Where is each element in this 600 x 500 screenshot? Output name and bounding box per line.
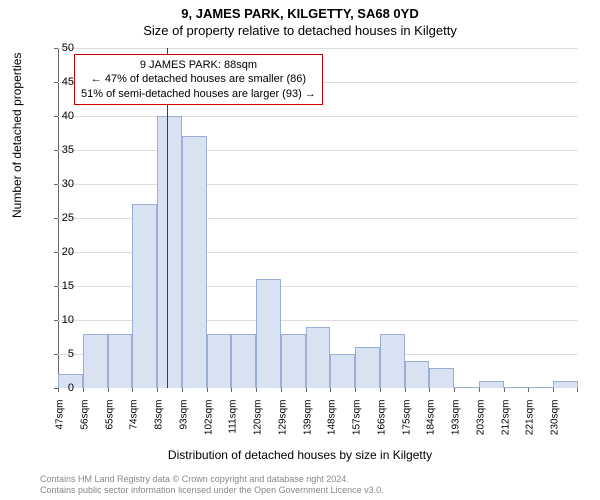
histogram-bar — [108, 334, 133, 388]
x-axis-label: Distribution of detached houses by size … — [0, 448, 600, 462]
xtick-label: 212sqm — [500, 400, 511, 450]
xtick-mark — [355, 388, 356, 392]
xtick-label: 102sqm — [203, 400, 214, 450]
xtick-mark — [83, 388, 84, 392]
xtick-label: 148sqm — [327, 400, 338, 450]
y-axis-label: Number of detached properties — [10, 53, 24, 218]
histogram-bar — [157, 116, 182, 388]
xtick-mark — [577, 388, 578, 392]
ytick-label: 15 — [44, 280, 74, 292]
chart-subtitle: Size of property relative to detached ho… — [0, 21, 600, 38]
ytick-label: 40 — [44, 110, 74, 122]
xtick-mark — [429, 388, 430, 392]
xtick-label: 193sqm — [451, 400, 462, 450]
histogram-bar — [306, 327, 331, 388]
gridline — [58, 184, 578, 185]
xtick-label: 111sqm — [228, 400, 239, 450]
xtick-mark — [281, 388, 282, 392]
xtick-mark — [479, 388, 480, 392]
xtick-mark — [256, 388, 257, 392]
ytick-label: 5 — [44, 348, 74, 360]
xtick-mark — [454, 388, 455, 392]
xtick-label: 139sqm — [302, 400, 313, 450]
gridline — [58, 48, 578, 49]
histogram-bar — [330, 354, 355, 388]
annotation-box: 9 JAMES PARK: 88sqm ← 47% of detached ho… — [74, 54, 323, 105]
xtick-mark — [405, 388, 406, 392]
ytick-label: 30 — [44, 178, 74, 190]
ytick-label: 0 — [44, 382, 74, 394]
xtick-label: 83sqm — [154, 400, 165, 450]
xtick-label: 203sqm — [475, 400, 486, 450]
histogram-bar — [355, 347, 380, 388]
ytick-label: 50 — [44, 42, 74, 54]
xtick-mark — [330, 388, 331, 392]
ytick-label: 35 — [44, 144, 74, 156]
xtick-label: 230sqm — [550, 400, 561, 450]
xtick-label: 175sqm — [401, 400, 412, 450]
ytick-label: 45 — [44, 76, 74, 88]
histogram-bar — [380, 334, 405, 388]
gridline — [58, 116, 578, 117]
annotation-line2: ← 47% of detached houses are smaller (86… — [81, 72, 316, 86]
xtick-label: 93sqm — [178, 400, 189, 450]
footer-line2: Contains public sector information licen… — [40, 485, 384, 496]
histogram-bar — [83, 334, 108, 388]
ytick-label: 20 — [44, 246, 74, 258]
xtick-mark — [504, 388, 505, 392]
xtick-mark — [553, 388, 554, 392]
xtick-mark — [380, 388, 381, 392]
xtick-mark — [108, 388, 109, 392]
footer-attribution: Contains HM Land Registry data © Crown c… — [40, 474, 384, 496]
histogram-bar — [281, 334, 306, 388]
ytick-label: 25 — [44, 212, 74, 224]
xtick-label: 157sqm — [352, 400, 363, 450]
xtick-label: 47sqm — [55, 400, 66, 450]
histogram-bar — [207, 334, 232, 388]
histogram-bar — [454, 387, 479, 388]
xtick-label: 166sqm — [376, 400, 387, 450]
histogram-bar — [132, 204, 157, 388]
annotation-line1: 9 JAMES PARK: 88sqm — [81, 58, 316, 72]
xtick-label: 74sqm — [129, 400, 140, 450]
histogram-bar — [405, 361, 430, 388]
histogram-bar — [429, 368, 454, 388]
ytick-label: 10 — [44, 314, 74, 326]
histogram-bar — [479, 381, 504, 388]
xtick-mark — [306, 388, 307, 392]
xtick-label: 56sqm — [79, 400, 90, 450]
xtick-mark — [207, 388, 208, 392]
annotation-line3: 51% of semi-detached houses are larger (… — [81, 87, 316, 101]
footer-line1: Contains HM Land Registry data © Crown c… — [40, 474, 384, 485]
histogram-bar — [504, 387, 529, 388]
histogram-bar — [182, 136, 207, 388]
xtick-label: 120sqm — [253, 400, 264, 450]
gridline — [58, 150, 578, 151]
histogram-bar — [528, 387, 553, 388]
xtick-mark — [157, 388, 158, 392]
xtick-mark — [132, 388, 133, 392]
xtick-label: 221sqm — [525, 400, 536, 450]
xtick-label: 65sqm — [104, 400, 115, 450]
xtick-label: 129sqm — [277, 400, 288, 450]
histogram-bar — [231, 334, 256, 388]
address-title: 9, JAMES PARK, KILGETTY, SA68 0YD — [0, 0, 600, 21]
xtick-mark — [231, 388, 232, 392]
xtick-mark — [182, 388, 183, 392]
xtick-mark — [528, 388, 529, 392]
histogram-bar — [553, 381, 578, 388]
histogram-bar — [256, 279, 281, 388]
xtick-label: 184sqm — [426, 400, 437, 450]
